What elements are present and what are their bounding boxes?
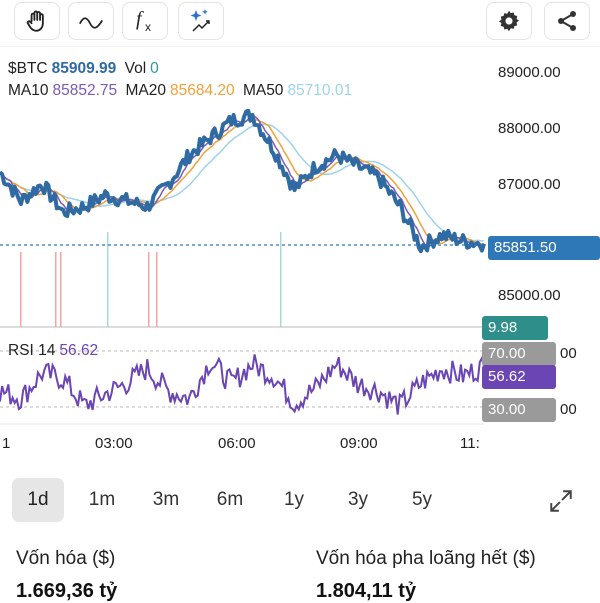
indicator-button[interactable]: f x: [122, 2, 168, 40]
ma20-label: MA20: [125, 82, 166, 99]
rsi-label: RSI 14: [8, 342, 56, 359]
time-tick: 06:00: [218, 435, 256, 452]
market-cap-value: 1.669,36 tỷ: [16, 580, 118, 602]
volume-bar: [20, 252, 22, 327]
market-cap-label: Vốn hóa ($): [16, 548, 116, 569]
timeframe-1y[interactable]: 1y: [283, 489, 305, 510]
timeframe-3y[interactable]: 3y: [347, 489, 369, 510]
time-tick: 11:: [460, 435, 480, 452]
volume-bar: [156, 252, 158, 327]
rsi-upper-partial: 00: [560, 345, 577, 362]
ma10-label: MA10: [8, 82, 49, 99]
function-icon: f x: [136, 8, 151, 34]
volume-bar: [280, 232, 282, 327]
fdv-value: 1.804,11 tỷ: [316, 580, 417, 602]
volume-bar: [55, 252, 57, 327]
svg-text:f: f: [136, 8, 144, 30]
sparkle-icon: [190, 9, 210, 32]
symbol: $BTC: [8, 60, 48, 77]
hand-tool-button[interactable]: [14, 2, 60, 40]
rsi-current-label: 56.62: [482, 365, 556, 389]
share-button[interactable]: [544, 2, 590, 40]
ma50-label: MA50: [242, 82, 284, 99]
price-tick: 87000.00: [498, 176, 561, 193]
vol-label: Vol: [124, 60, 147, 77]
volume-bar: [60, 252, 62, 327]
settings-button[interactable]: [486, 2, 532, 40]
timeframe-selector: 1d 1m 3m 6m 1y 3y 5y: [12, 478, 460, 522]
rsi-lower-partial: 00: [560, 401, 577, 418]
ma50-line: [0, 123, 485, 242]
timeframe-1m[interactable]: 1m: [88, 489, 116, 510]
expand-icon: [550, 490, 572, 512]
price-tick: 89000.00: [498, 64, 561, 81]
fdv-label: Vốn hóa pha loãng hết ($): [316, 548, 536, 569]
price-value: 85909.99: [51, 60, 117, 77]
wave-icon: [79, 17, 103, 29]
volume-bars: [20, 232, 282, 327]
time-tick: 03:00: [95, 435, 133, 452]
ai-insight-button[interactable]: [178, 2, 224, 40]
rsi-value: 56.62: [59, 342, 99, 359]
timeframe-6m[interactable]: 6m: [216, 489, 244, 510]
ma20-value: 85684.20: [169, 82, 235, 99]
svg-text:x: x: [145, 20, 151, 34]
price-tick: 88000.00: [498, 120, 561, 137]
share-icon: [558, 11, 576, 31]
timeframe-1d[interactable]: 1d: [12, 478, 64, 522]
volume-label: 9.98: [482, 316, 548, 340]
timeframe-5y[interactable]: 5y: [411, 489, 433, 510]
rsi-legend: RSI 14 56.62: [8, 342, 102, 360]
symbol-legend: $BTC 85909.99 Vol 0: [8, 60, 163, 78]
current-price-label: 85851.50: [488, 236, 600, 260]
rsi-upper-label: 70.00: [482, 342, 556, 366]
draw-line-button[interactable]: [68, 2, 114, 40]
ma10-value: 85852.75: [52, 82, 118, 99]
volume-bar: [107, 232, 109, 327]
timeframe-3m[interactable]: 3m: [152, 489, 180, 510]
expand-button[interactable]: [548, 488, 574, 514]
rsi-line: [0, 354, 485, 415]
price-chart[interactable]: [0, 46, 600, 426]
vol-value: 0: [150, 60, 159, 77]
rsi-lower-label: 30.00: [482, 398, 556, 422]
volume-bar: [148, 252, 150, 327]
ma-legend: MA10 85852.75 MA20 85684.20 MA50 85710.01: [8, 82, 356, 100]
price-tick: 85000.00: [498, 287, 561, 304]
gear-icon: [499, 10, 519, 32]
time-tick: 09:00: [340, 435, 378, 452]
price-line: [0, 108, 486, 254]
ma50-value: 85710.01: [287, 82, 353, 99]
time-tick: 1: [2, 435, 11, 452]
hand-icon: [26, 10, 44, 32]
